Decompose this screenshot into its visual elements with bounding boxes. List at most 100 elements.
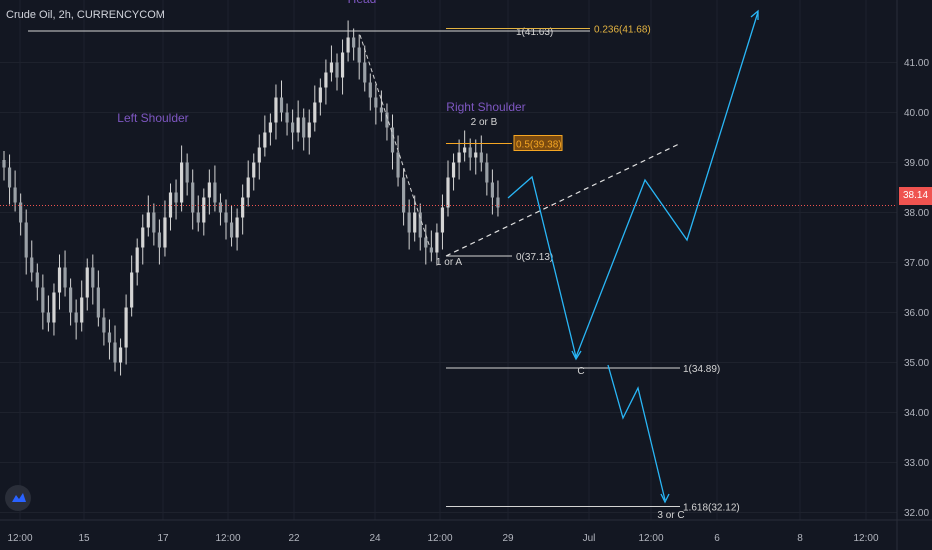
x-tick-label: Jul xyxy=(583,533,596,544)
candle-body xyxy=(102,317,106,333)
arrow-head xyxy=(660,493,670,504)
candle-body xyxy=(57,267,62,293)
wave-annotation[interactable]: Left Shoulder xyxy=(117,111,188,125)
candle-body xyxy=(69,287,73,313)
candle-body xyxy=(174,192,178,203)
candle-body xyxy=(35,272,39,288)
candle-body xyxy=(340,52,345,78)
candle-body xyxy=(463,147,467,153)
symbol-title[interactable]: Crude Oil, 2h, CURRENCYCOM xyxy=(6,9,165,21)
candle-body xyxy=(80,297,84,323)
fib-level-label: 0.5(39.38) xyxy=(516,140,562,151)
wave-annotation[interactable]: 1 or A xyxy=(436,257,462,268)
y-tick-label: 35.00 xyxy=(904,358,929,369)
y-tick-label: 41.00 xyxy=(904,58,929,69)
candle-body xyxy=(335,62,339,78)
candle-body xyxy=(440,207,445,233)
candle-body xyxy=(457,152,461,163)
arrow-head xyxy=(750,9,759,20)
candle-body xyxy=(118,347,123,363)
candle-body xyxy=(418,212,422,238)
fib-label-box xyxy=(513,135,563,151)
x-tick-label: 24 xyxy=(369,533,381,544)
head-trend-line[interactable] xyxy=(359,34,431,248)
candle-body xyxy=(307,122,311,138)
candle-body xyxy=(324,72,328,88)
candle-body xyxy=(429,247,433,253)
x-tick-label: 12:00 xyxy=(215,533,240,544)
candle-body xyxy=(157,232,161,248)
candle-body xyxy=(213,182,217,203)
last-price-tag: 38.14 xyxy=(899,187,932,205)
candle-body xyxy=(91,267,95,288)
candle-body xyxy=(180,162,184,203)
candle-body xyxy=(302,117,306,138)
candle-body xyxy=(263,132,267,148)
candle-body xyxy=(407,212,411,233)
candle-body xyxy=(168,192,173,218)
candle-body xyxy=(46,312,50,323)
candle-body xyxy=(141,227,145,248)
candle-body xyxy=(285,112,289,123)
candle-body xyxy=(279,97,284,113)
candle-body xyxy=(346,37,350,53)
y-tick-label: 38.00 xyxy=(904,208,929,219)
x-tick-label: 15 xyxy=(78,533,90,544)
candle-body xyxy=(329,62,334,73)
candle-body xyxy=(41,287,45,313)
wave-annotation[interactable]: Head xyxy=(348,0,377,6)
candle-body xyxy=(296,117,300,133)
candle-body xyxy=(352,37,356,48)
x-tick-label: 12:00 xyxy=(427,533,452,544)
x-tick-label: 12:00 xyxy=(638,533,663,544)
projection-path-up[interactable] xyxy=(507,11,759,360)
y-tick-label: 32.00 xyxy=(904,508,929,519)
candle-body xyxy=(318,87,322,103)
candle-body xyxy=(396,152,400,178)
candle-body xyxy=(291,122,295,133)
candle-body xyxy=(451,162,456,178)
candle-body xyxy=(257,147,261,163)
candle-body xyxy=(85,267,89,298)
fib-level-label: 0(37.13) xyxy=(516,252,553,263)
x-tick-label: 6 xyxy=(714,533,720,544)
wave-annotation[interactable]: 2 or B xyxy=(471,117,498,128)
x-tick-label: 12:00 xyxy=(7,533,32,544)
candle-body xyxy=(224,212,228,223)
candle-body xyxy=(218,202,223,213)
candle-body xyxy=(485,162,489,183)
candle-body xyxy=(496,197,500,208)
candle-body xyxy=(368,82,372,98)
candle-body xyxy=(241,197,245,218)
candle-body xyxy=(13,187,17,203)
wave-annotation[interactable]: Right Shoulder xyxy=(446,100,525,114)
candle-body xyxy=(196,212,200,223)
candle-body xyxy=(268,122,272,133)
candle-body xyxy=(252,162,256,178)
fib-level-label: 0.236(41.68) xyxy=(594,25,651,36)
candle-body xyxy=(357,47,361,63)
candle-body xyxy=(7,167,12,188)
x-tick-label: 22 xyxy=(288,533,300,544)
arrow-head xyxy=(571,350,582,361)
candle-body xyxy=(402,177,406,213)
projection-path-down[interactable] xyxy=(607,364,666,501)
wave-annotation[interactable]: 3 or C xyxy=(657,510,684,521)
candle-body xyxy=(52,292,56,323)
wave-annotation[interactable]: C xyxy=(577,366,584,377)
candle-body xyxy=(490,182,494,198)
candle-body xyxy=(229,222,234,238)
candle-body xyxy=(24,222,28,258)
candle-body xyxy=(30,257,34,273)
y-tick-label: 40.00 xyxy=(904,108,929,119)
neckline-line[interactable] xyxy=(445,142,681,257)
candle-body xyxy=(63,267,67,288)
candle-body xyxy=(446,177,450,208)
x-tick-label: 12:00 xyxy=(853,533,878,544)
y-tick-label: 34.00 xyxy=(904,408,929,419)
candle-body xyxy=(135,247,139,273)
candle-body xyxy=(191,182,195,213)
tradingview-logo-icon[interactable] xyxy=(5,485,31,511)
